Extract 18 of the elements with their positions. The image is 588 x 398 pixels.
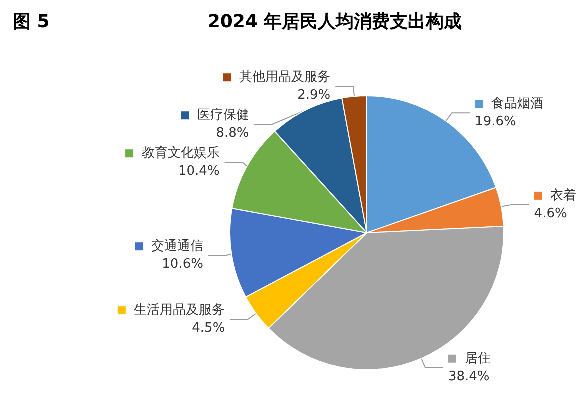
data-label: 38.4%	[448, 369, 490, 384]
data-label: 2.9%	[298, 88, 331, 104]
data-label: 8.8%	[216, 126, 250, 142]
data-label: 10.6%	[162, 257, 204, 272]
legend-label: 教育文化娱乐	[134, 145, 220, 162]
legend-label: 其他用品及服务	[231, 70, 331, 86]
chart-title: 2024 年居民人均消费支出构成	[208, 12, 462, 32]
legend-label: 衣着	[542, 187, 577, 204]
data-label: 19.6%	[475, 114, 516, 130]
legend-label: 居住	[456, 351, 491, 366]
legend-label: 医疗保健	[188, 108, 250, 124]
legend-label: 食品烟酒	[483, 96, 544, 112]
data-label: 4.6%	[534, 206, 568, 222]
data-label: 4.5%	[192, 321, 226, 336]
caption: 图 5	[13, 12, 50, 32]
legend-label: 生活用品及服务	[126, 303, 226, 318]
legend-label: 交通通信	[143, 238, 204, 254]
data-label: 10.4%	[178, 164, 220, 180]
